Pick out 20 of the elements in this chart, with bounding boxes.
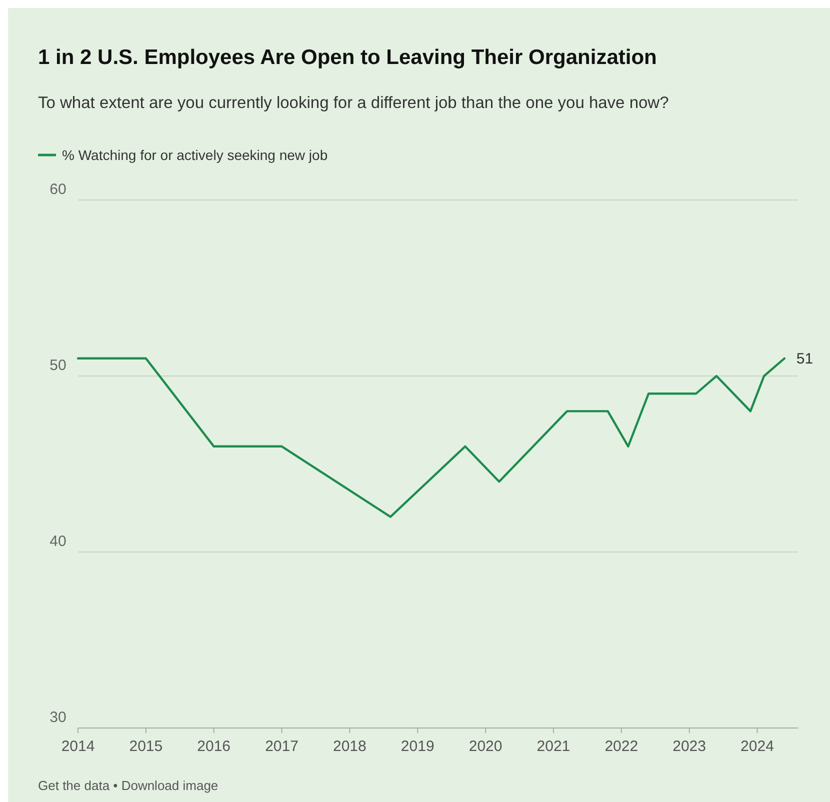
x-tick-label: 2020 [468,738,502,755]
x-tick-label: 2015 [129,738,163,755]
y-tick-label: 60 [50,181,66,198]
x-tick-label: 2017 [265,738,298,755]
x-tick-label: 2022 [604,738,638,755]
x-tick-label: 2014 [61,738,95,755]
text: Get the data • Download image [38,778,218,793]
data-label: 51 [796,350,814,368]
chart-title: 1 in 2 U.S. Employees Are Open to Leaving Their Organization [38,46,657,69]
y-tick-label: 50 [50,357,66,374]
y-tick-label: 40 [50,533,66,550]
x-tick-label: 2021 [536,738,570,755]
x-tick-label: 2024 [740,738,774,755]
x-tick-label: 2023 [672,738,706,755]
x-tick-label: 2016 [197,738,231,755]
x-tick-label: 2019 [400,738,434,755]
chart-subtitle: To what extent are you currently looking for a different job than the one you have now? [38,94,669,112]
x-tick-label: 2018 [333,738,366,755]
y-tick-label: 30 [50,709,66,726]
legend-label: % Watching for or actively seeking new job [62,147,328,163]
